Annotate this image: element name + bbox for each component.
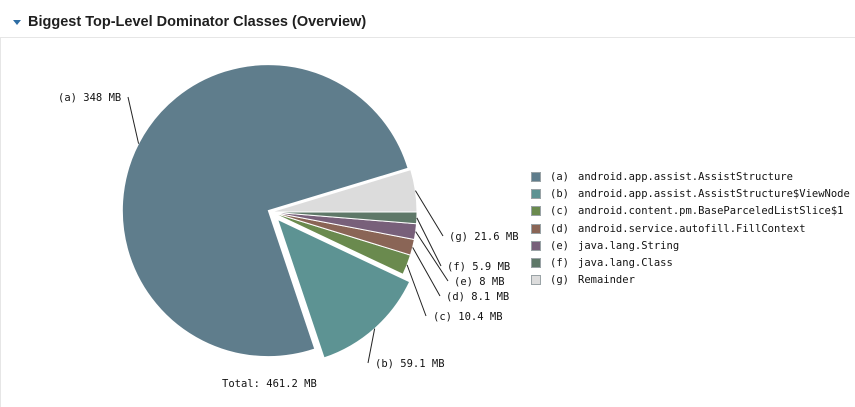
leader-line-b xyxy=(367,328,376,364)
slice-label-g: (g) 21.6 MB xyxy=(449,231,519,243)
slice-label-b: (b) 59.1 MB xyxy=(375,358,445,370)
total-label: Total: 461.2 MB xyxy=(222,378,317,390)
section-divider xyxy=(0,37,855,38)
triangle-down-icon[interactable] xyxy=(12,17,22,27)
legend-swatch xyxy=(531,206,541,217)
slice-label-e: (e) 8 MB xyxy=(454,276,505,288)
leader-line-c xyxy=(406,264,427,317)
legend-item-a[interactable]: (a) android.app.assist.AssistStructure xyxy=(531,168,850,185)
legend-key: (c) xyxy=(550,205,569,218)
legend-key: (a) xyxy=(550,170,569,183)
slice-label-d: (d) 8.1 MB xyxy=(446,291,509,303)
legend-item-f[interactable]: (f) java.lang.Class xyxy=(531,254,850,271)
pie-slice-b[interactable] xyxy=(276,218,411,359)
legend-item-c[interactable]: (c) android.content.pm.BaseParceledListSl… xyxy=(531,203,850,220)
legend-item-e[interactable]: (e) java.lang.String xyxy=(531,237,850,254)
section-title: Biggest Top-Level Dominator Classes (Ove… xyxy=(28,14,367,30)
slice-label-c: (c) 10.4 MB xyxy=(433,311,503,323)
chart-legend: (a) android.app.assist.AssistStructure (b)… xyxy=(531,168,850,289)
legend-key: (g) xyxy=(550,274,569,287)
leader-line-d xyxy=(412,247,441,297)
legend-swatch xyxy=(531,240,541,251)
legend-name: android.service.autofill.FillContext xyxy=(578,222,806,235)
legend-name: android.content.pm.BaseParceledListSlice… xyxy=(578,205,844,218)
legend-swatch xyxy=(531,258,541,269)
pie-slice-g[interactable] xyxy=(270,169,418,213)
section-left-border xyxy=(0,37,1,407)
leader-line-e xyxy=(415,231,449,282)
legend-swatch xyxy=(531,223,541,234)
leader-line-g xyxy=(414,190,444,237)
slice-label-f: (f) 5.9 MB xyxy=(447,261,510,273)
leader-line-a xyxy=(127,96,140,144)
legend-name: android.app.assist.AssistStructure$ViewN… xyxy=(578,187,850,200)
legend-swatch xyxy=(531,188,541,199)
legend-key: (d) xyxy=(550,222,569,235)
legend-name: java.lang.Class xyxy=(578,257,673,270)
pie-slice-a[interactable] xyxy=(121,64,409,358)
legend-swatch xyxy=(531,275,541,286)
slice-label-a: (a) 348 MB xyxy=(58,92,121,104)
legend-name: Remainder xyxy=(578,274,635,287)
legend-item-g[interactable]: (g) Remainder xyxy=(531,272,850,289)
section-header[interactable]: Biggest Top-Level Dominator Classes (Ove… xyxy=(12,11,366,33)
legend-key: (e) xyxy=(550,239,569,252)
legend-item-d[interactable]: (d) android.service.autofill.FillContext xyxy=(531,220,850,237)
legend-swatch xyxy=(531,171,541,182)
leader-line-f xyxy=(416,217,442,267)
legend-item-b[interactable]: (b) android.app.assist.AssistStructure$Vi… xyxy=(531,185,850,202)
legend-name: android.app.assist.AssistStructure xyxy=(578,170,793,183)
legend-name: java.lang.String xyxy=(578,239,680,252)
legend-key: (b) xyxy=(550,187,569,200)
legend-key: (f) xyxy=(550,257,569,270)
